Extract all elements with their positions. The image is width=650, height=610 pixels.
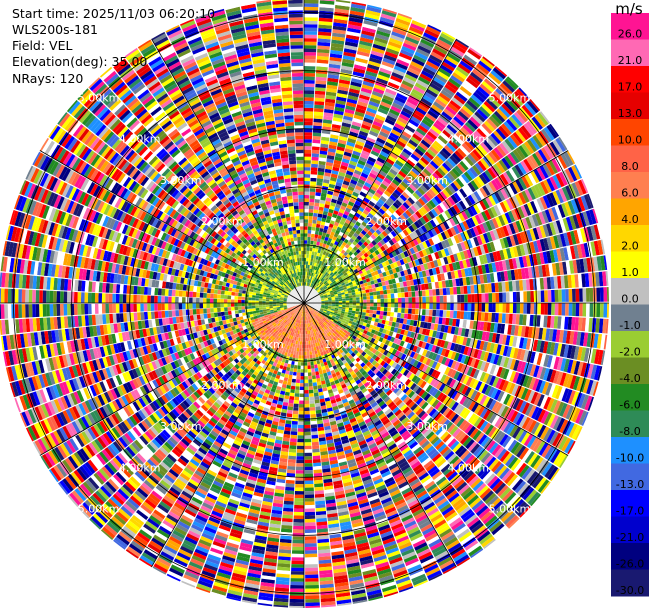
ring-label: 4.00km (119, 461, 161, 474)
ring-label: 3.00km (406, 174, 448, 187)
nrays-label: NRays: 120 (12, 71, 84, 86)
azimuth-spoke (303, 150, 569, 304)
colorbar-tick: -21.0 (616, 531, 644, 544)
colorbar-swatch (611, 172, 649, 199)
colorbar-tick: 6.0 (621, 187, 639, 200)
colorbar-swatch (611, 437, 649, 464)
colorbar-tick: 17.0 (618, 81, 643, 94)
colorbar-tick: -10.0 (616, 452, 644, 465)
colorbar-tick: 2.0 (621, 240, 639, 253)
ring-label: 3.00km (406, 420, 448, 433)
azimuth-spoke (303, 38, 457, 304)
colorbar-tick: 4.0 (621, 213, 639, 226)
elevation-label: Elevation(deg): 35.00 (12, 54, 148, 69)
colorbar-tick: 21.0 (618, 54, 643, 67)
ring-label: 1.00km (324, 338, 366, 351)
colorbar-swatch (611, 543, 649, 570)
ring-label: 5.00km (78, 92, 120, 105)
colorbar-swatch (611, 39, 649, 67)
ring-label: 2.00km (365, 215, 407, 228)
colorbar-swatch (611, 198, 649, 226)
colorbar-swatch (611, 251, 649, 279)
colorbar-swatch (611, 490, 649, 517)
ring-label: 4.00km (448, 133, 490, 146)
ring-label: 2.00km (201, 215, 243, 228)
colorbar-tick: -26.0 (616, 558, 644, 571)
colorbar-tick: -1.0 (619, 319, 640, 332)
ring-label: 5.00km (489, 502, 531, 515)
azimuth-spoke (151, 302, 305, 568)
colorbar-swatch (611, 278, 649, 305)
start-time-label: Start time: 2025/11/03 06:20:10 (12, 6, 216, 21)
azimuth-spoke (303, 302, 457, 568)
colorbar-swatch (611, 331, 649, 358)
ring-label: 1.00km (242, 256, 284, 269)
colorbar-tick: -8.0 (619, 425, 640, 438)
colorbar-tick: 0.0 (621, 293, 639, 306)
ring-label: 4.00km (119, 133, 161, 146)
colorbar-swatch (611, 92, 649, 120)
ring-label: 5.00km (489, 92, 531, 105)
colorbar-swatch (611, 410, 649, 438)
colorbar-swatch (611, 304, 649, 332)
colorbar-tick: -17.0 (616, 505, 644, 518)
ring-label: 2.00km (365, 379, 407, 392)
colorbar-swatch (611, 119, 649, 146)
colorbar-tick: 1.0 (621, 266, 639, 279)
colorbar-tick: 10.0 (618, 134, 643, 147)
colorbar-swatch (611, 66, 649, 93)
velocity-sweep (0, 0, 609, 608)
range-grid: 1.00km 2.00km 3.00km 4.00km 5.00km 1.00km 2.00… (0, 0, 609, 608)
colorbar-swatch (611, 569, 649, 597)
colorbar-swatch (611, 463, 649, 491)
colorbar-swatch (611, 13, 649, 40)
colorbar-tick: 8.0 (621, 160, 639, 173)
ring-label: 4.00km (448, 461, 490, 474)
ring-label: 3.00km (160, 420, 202, 433)
field-label: Field: VEL (12, 38, 73, 53)
ring-label: 1.00km (242, 338, 284, 351)
colorbar-swatch (611, 145, 649, 173)
colorbar-tick: -13.0 (616, 478, 644, 491)
ring-label: 5.00km (78, 502, 120, 515)
colorbar-swatch (611, 225, 649, 252)
azimuth-spoke (39, 150, 305, 304)
colorbar-swatch (611, 357, 649, 385)
azimuth-spoke (151, 38, 305, 304)
colorbar-tick: -4.0 (619, 372, 640, 385)
colorbar-unit: m/s (615, 0, 643, 18)
instrument-label: WLS200s-181 (12, 22, 98, 37)
colorbar-tick: 13.0 (618, 107, 643, 120)
colorbar-tick: -2.0 (619, 346, 640, 359)
colorbar-tick: 26.0 (618, 28, 643, 41)
colorbar-swatch (611, 516, 649, 544)
azimuth-spoke (303, 302, 569, 456)
ring-label: 3.00km (160, 174, 202, 187)
colorbar-tick: -6.0 (619, 399, 640, 412)
colorbar-tick: -30.0 (616, 584, 644, 597)
colorbar-swatch (611, 384, 649, 411)
azimuth-spoke (39, 302, 305, 456)
ring-label: 2.00km (201, 379, 243, 392)
ring-label: 1.00km (324, 256, 366, 269)
